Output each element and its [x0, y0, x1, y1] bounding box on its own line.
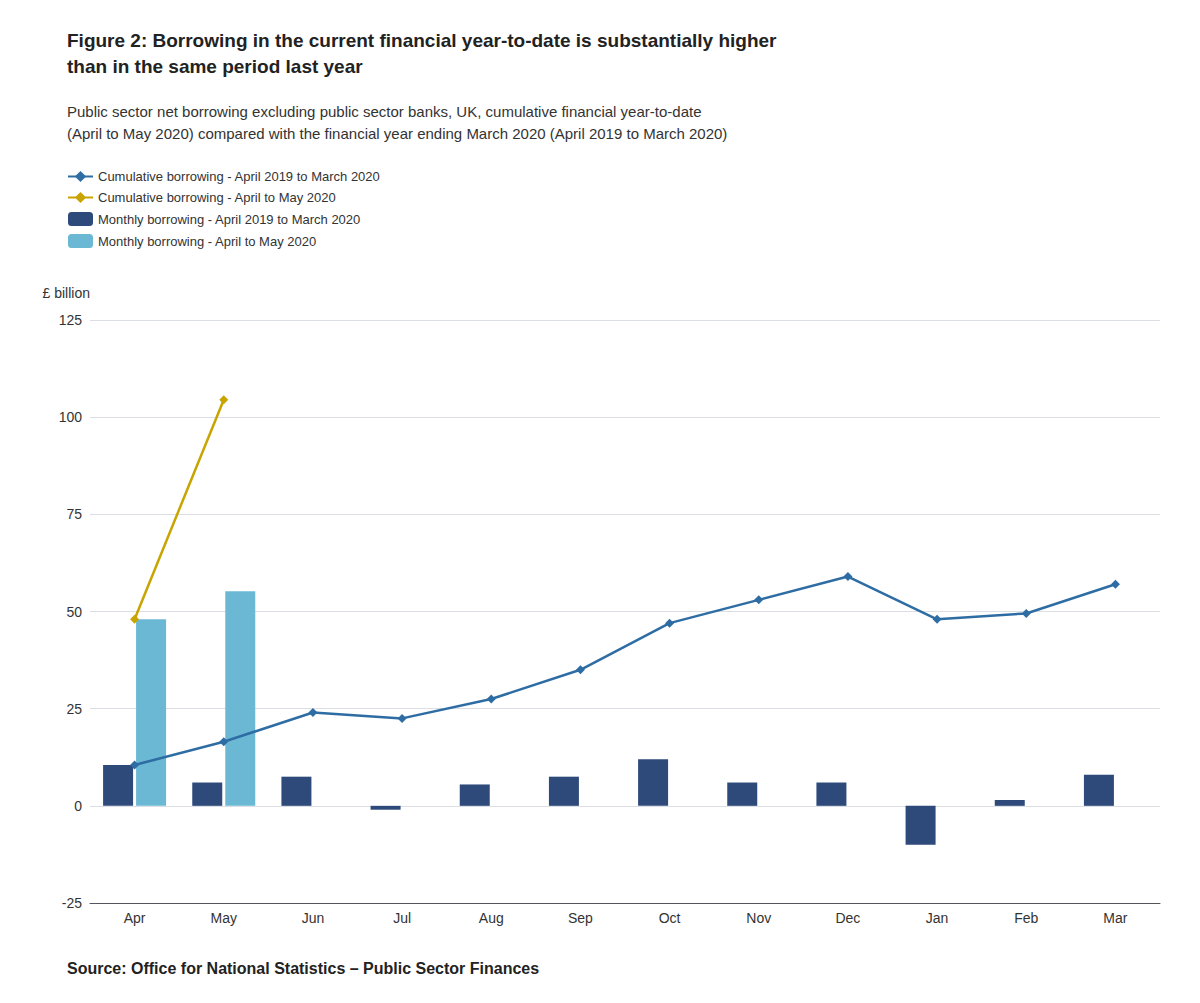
svg-text:100: 100 [59, 409, 83, 425]
svg-text:(April to May 2020) compared w: (April to May 2020) compared with the fi… [67, 125, 727, 142]
svg-text:Monthly borrowing - April to M: Monthly borrowing - April to May 2020 [98, 234, 316, 249]
svg-text:£ billion: £ billion [43, 285, 90, 301]
svg-text:Source: Office for National St: Source: Office for National Statistics –… [67, 960, 539, 977]
svg-text:Feb: Feb [1014, 910, 1038, 926]
svg-text:Jan: Jan [926, 910, 949, 926]
svg-text:75: 75 [66, 506, 82, 522]
svg-text:May: May [211, 910, 237, 926]
svg-text:Public sector net borrowing ex: Public sector net borrowing excluding pu… [67, 103, 701, 120]
svg-text:Sep: Sep [568, 910, 593, 926]
svg-text:50: 50 [66, 604, 82, 620]
svg-text:125: 125 [59, 312, 83, 328]
svg-text:Cumulative borrowing - April 2: Cumulative borrowing - April 2019 to Mar… [98, 169, 380, 184]
svg-text:25: 25 [66, 701, 82, 717]
svg-text:-25: -25 [62, 895, 82, 911]
svg-text:Aug: Aug [479, 910, 504, 926]
svg-text:Nov: Nov [746, 910, 771, 926]
svg-text:Jul: Jul [393, 910, 411, 926]
svg-text:Mar: Mar [1103, 910, 1127, 926]
svg-text:Apr: Apr [124, 910, 146, 926]
svg-text:0: 0 [74, 798, 82, 814]
svg-text:Dec: Dec [835, 910, 860, 926]
svg-text:Monthly borrowing - April 2019: Monthly borrowing - April 2019 to March … [98, 212, 360, 227]
svg-text:Cumulative borrowing - April t: Cumulative borrowing - April to May 2020 [98, 190, 336, 205]
svg-text:Oct: Oct [659, 910, 681, 926]
svg-text:Figure 2: Borrowing in the cur: Figure 2: Borrowing in the current finan… [67, 30, 777, 51]
svg-text:Jun: Jun [302, 910, 325, 926]
svg-text:than in the same period last y: than in the same period last year [67, 56, 363, 77]
